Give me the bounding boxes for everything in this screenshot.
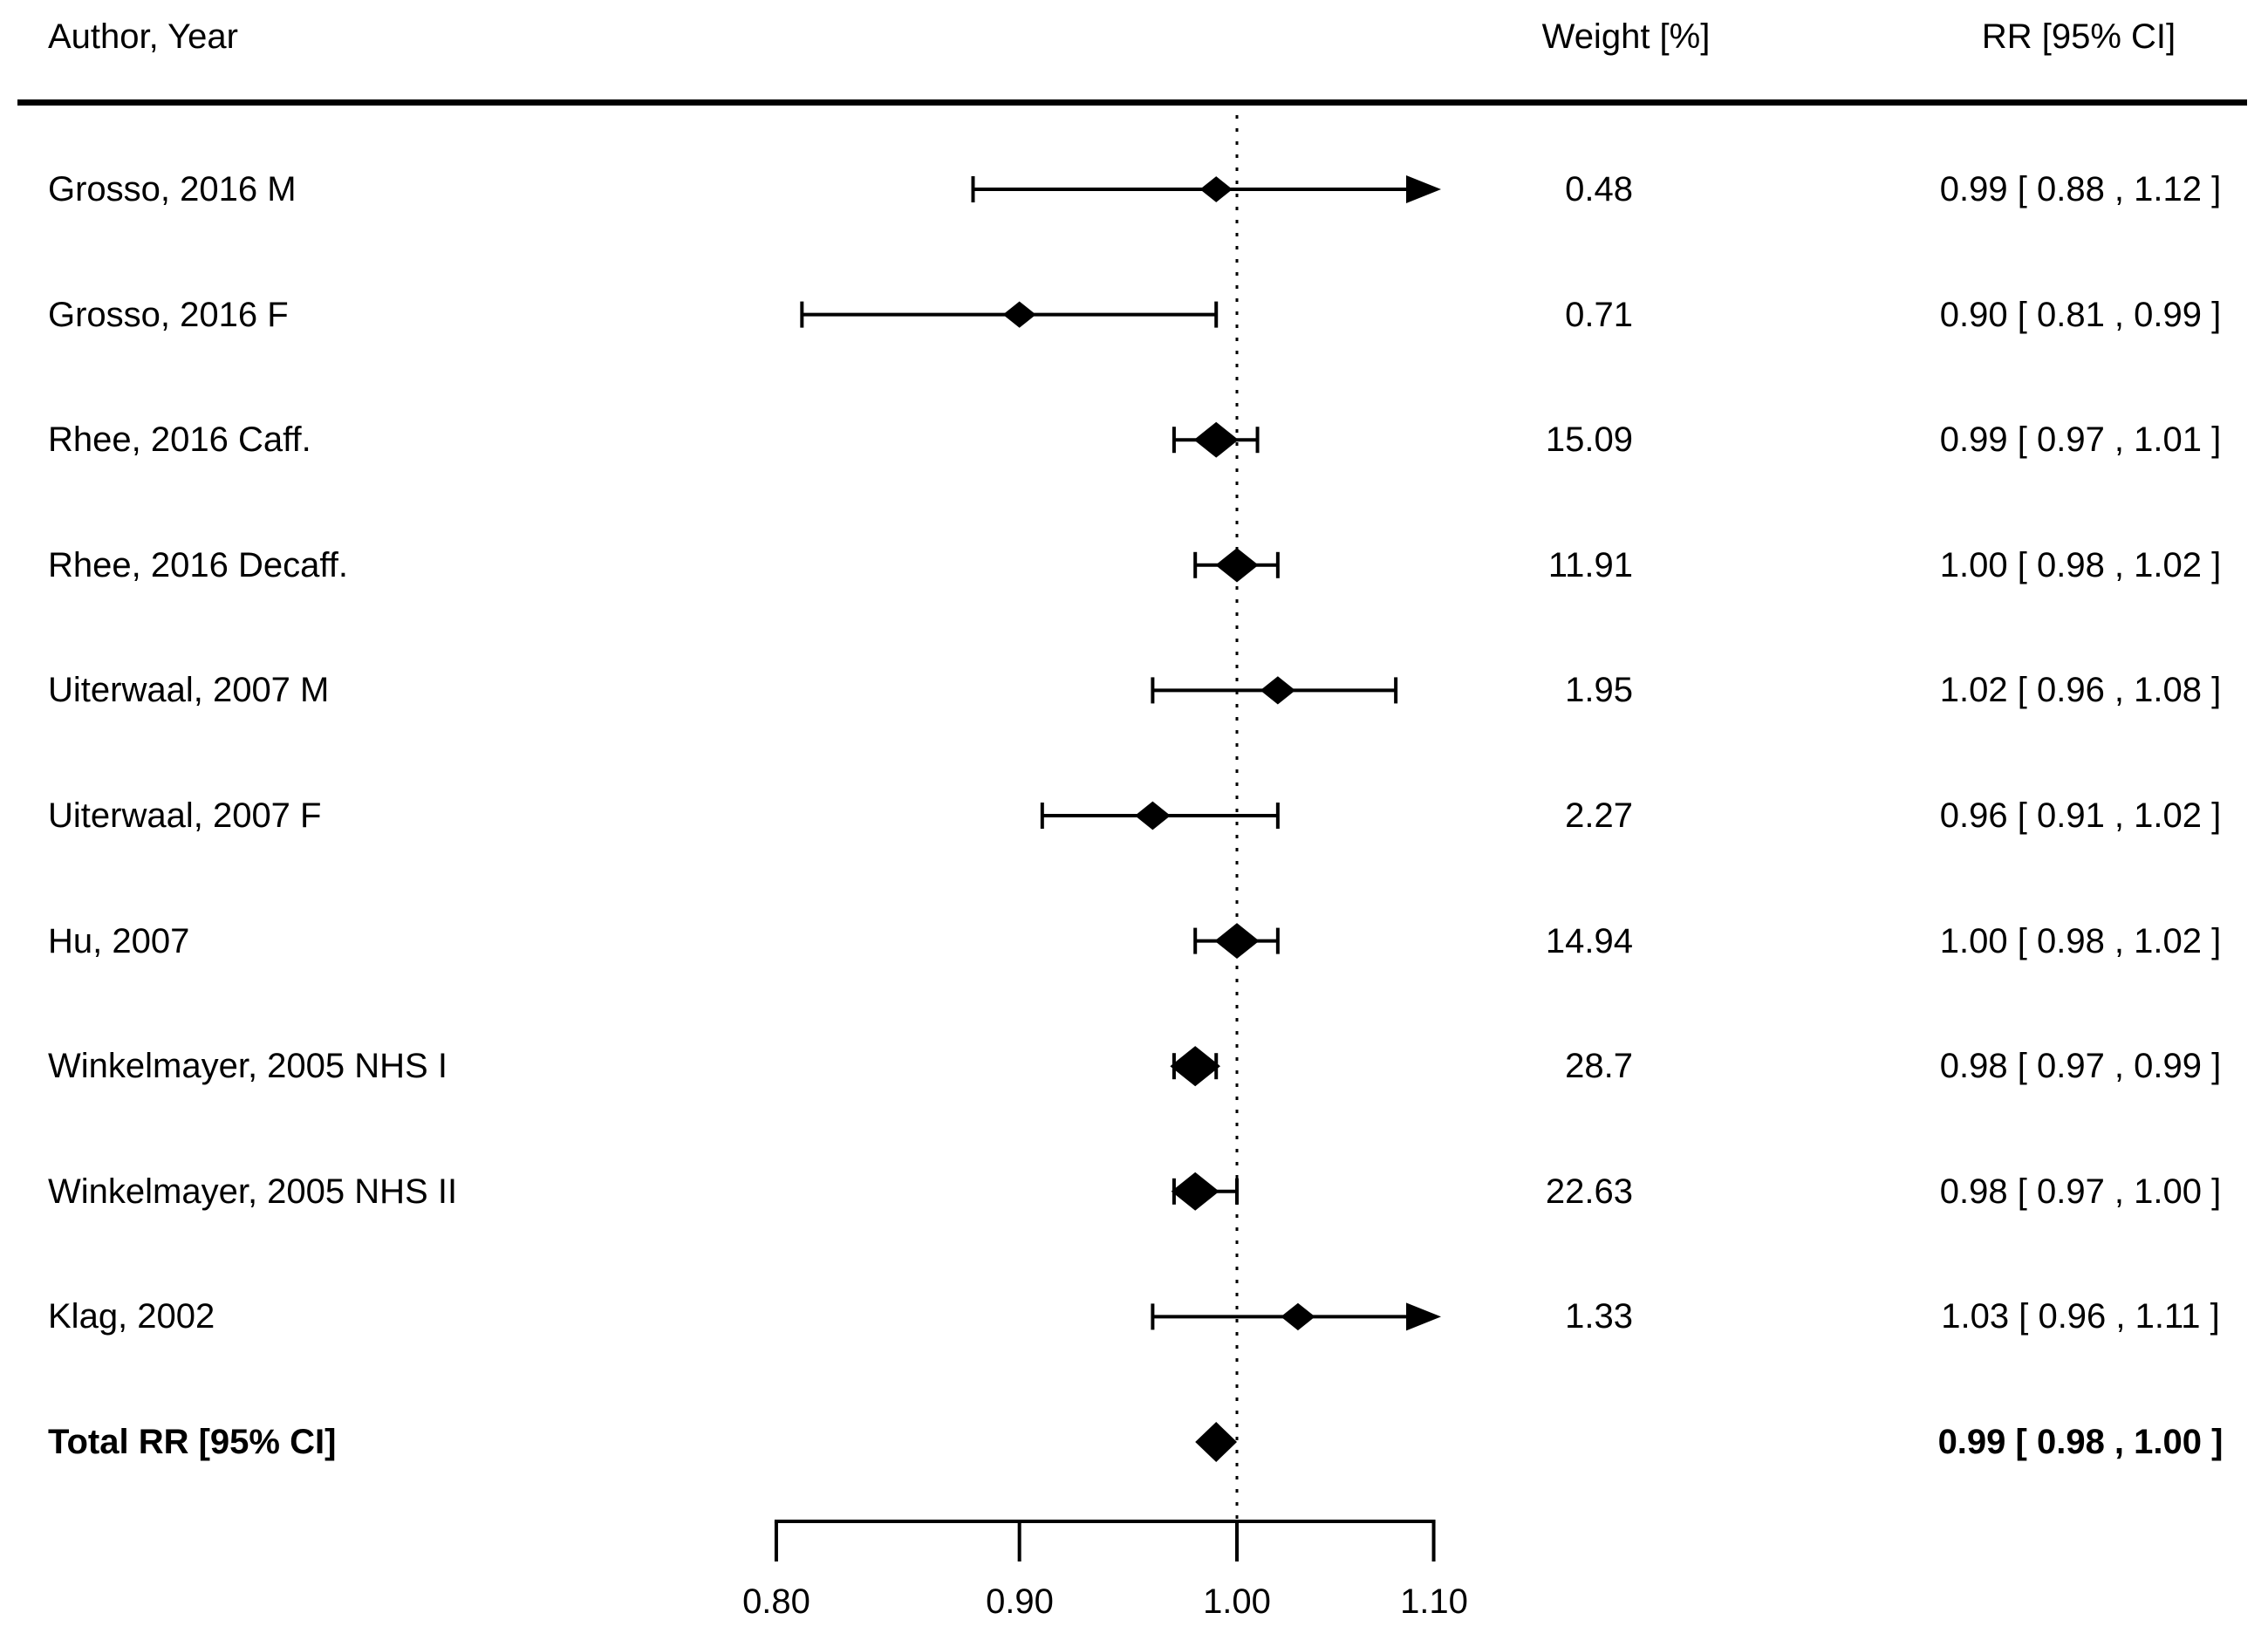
study-rr-value: 1.00 [ 0.98 , 1.02 ] bbox=[1939, 922, 2222, 960]
axis-tick-label: 1.10 bbox=[1400, 1582, 1468, 1621]
header-rule bbox=[17, 99, 2247, 106]
study-weight-value: 0.71 bbox=[1565, 296, 1633, 334]
study-label: Rhee, 2016 Caff. bbox=[48, 420, 311, 459]
axis-tick-label: 0.90 bbox=[986, 1582, 1054, 1621]
study-weight-value: 1.33 bbox=[1565, 1297, 1633, 1336]
study-rr-value: 1.02 [ 0.96 , 1.08 ] bbox=[1939, 671, 2222, 709]
ci-clip-arrow-icon bbox=[1406, 1302, 1441, 1331]
summary-diamond bbox=[1195, 1422, 1237, 1462]
study-label: Grosso, 2016 F bbox=[48, 296, 289, 334]
study-rr-value: 0.99 [ 0.88 , 1.12 ] bbox=[1939, 170, 2222, 208]
column-header-rr: RR [95% CI] bbox=[1981, 17, 2176, 56]
study-weight-value: 2.27 bbox=[1565, 796, 1633, 835]
study-rr-value: 0.90 [ 0.81 , 0.99 ] bbox=[1939, 296, 2222, 334]
point-marker bbox=[1281, 1302, 1315, 1331]
point-marker bbox=[1199, 176, 1233, 202]
column-header-weight: Weight [%] bbox=[1541, 17, 1711, 56]
point-marker bbox=[1171, 1172, 1219, 1211]
study-label: Uiterwaal, 2007 F bbox=[48, 796, 322, 835]
study-weight-value: 0.48 bbox=[1565, 170, 1633, 208]
study-label: Winkelmayer, 2005 NHS II bbox=[48, 1172, 458, 1211]
study-rr-value: 1.00 [ 0.98 , 1.02 ] bbox=[1939, 546, 2222, 584]
point-marker bbox=[1002, 301, 1036, 328]
study-label: Klag, 2002 bbox=[48, 1297, 215, 1336]
point-marker bbox=[1260, 676, 1296, 705]
point-marker bbox=[1193, 421, 1239, 458]
point-marker bbox=[1214, 923, 1260, 960]
study-label: Grosso, 2016 M bbox=[48, 170, 297, 208]
point-marker bbox=[1170, 1046, 1220, 1087]
point-marker bbox=[1215, 548, 1259, 583]
study-label: Hu, 2007 bbox=[48, 922, 190, 960]
study-rr-value: 0.99 [ 0.97 , 1.01 ] bbox=[1939, 420, 2222, 459]
study-label: Winkelmayer, 2005 NHS I bbox=[48, 1047, 447, 1085]
column-header-author: Author, Year bbox=[48, 17, 238, 56]
study-weight-value: 14.94 bbox=[1545, 922, 1633, 960]
total-row-label: Total RR [95% CI] bbox=[48, 1423, 337, 1461]
study-rr-value: 0.98 [ 0.97 , 1.00 ] bbox=[1939, 1172, 2222, 1211]
axis-tick-label: 1.00 bbox=[1203, 1582, 1271, 1621]
point-marker bbox=[1135, 801, 1171, 830]
study-weight-value: 1.95 bbox=[1565, 671, 1633, 709]
total-rr-value: 0.99 [ 0.98 , 1.00 ] bbox=[1937, 1423, 2224, 1461]
axis-tick-label: 0.80 bbox=[742, 1582, 810, 1621]
study-rr-value: 0.96 [ 0.91 , 1.02 ] bbox=[1939, 796, 2222, 835]
study-weight-value: 11.91 bbox=[1547, 546, 1633, 584]
study-rr-value: 1.03 [ 0.96 , 1.11 ] bbox=[1941, 1297, 2220, 1336]
study-weight-value: 22.63 bbox=[1545, 1172, 1633, 1211]
study-weight-value: 15.09 bbox=[1545, 420, 1633, 459]
ci-clip-arrow-icon bbox=[1406, 175, 1441, 203]
study-label: Rhee, 2016 Decaff. bbox=[48, 546, 348, 584]
study-rr-value: 0.98 [ 0.97 , 0.99 ] bbox=[1939, 1047, 2222, 1085]
study-weight-value: 28.7 bbox=[1565, 1047, 1633, 1085]
study-label: Uiterwaal, 2007 M bbox=[48, 671, 330, 709]
